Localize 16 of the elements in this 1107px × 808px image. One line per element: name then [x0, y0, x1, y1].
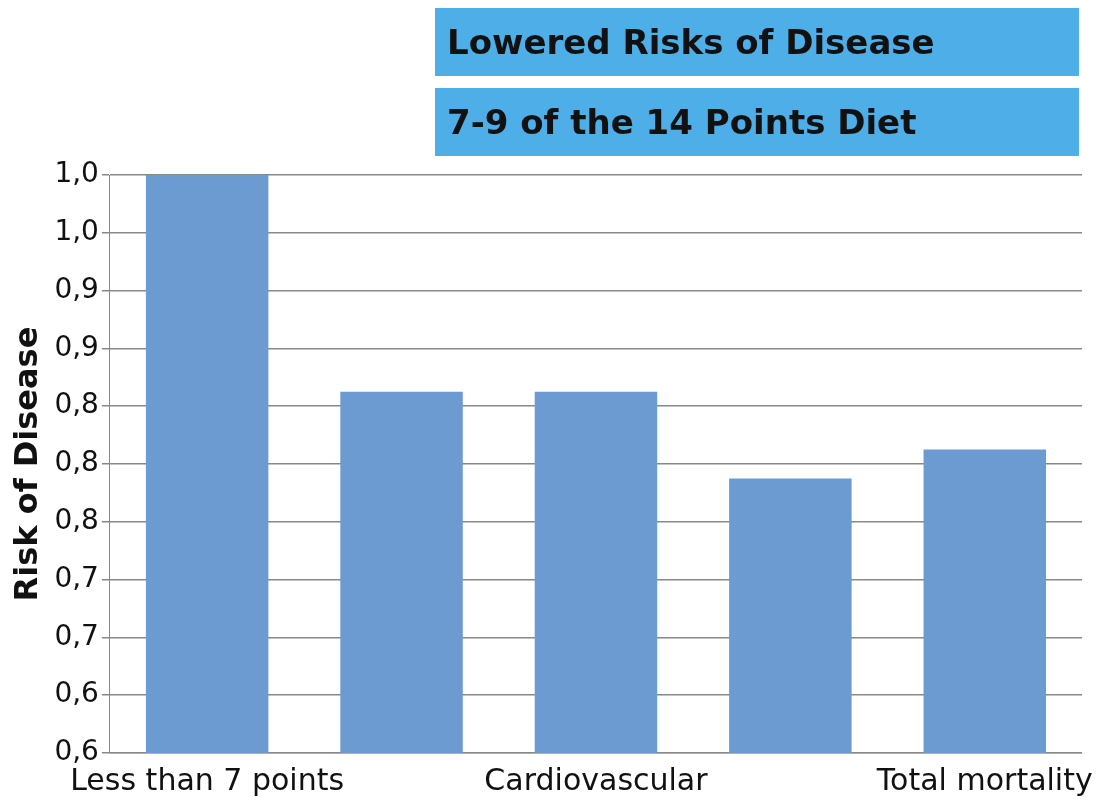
y-axis-title: Risk of Disease [6, 326, 45, 602]
y-tick-label: 0,6 [54, 676, 99, 710]
y-tick-label: 1,0 [54, 156, 99, 190]
y-tick-label: 0,9 [54, 271, 99, 305]
x-tick-label: Cardiovascular [484, 761, 709, 797]
y-tick-label: 0,8 [54, 503, 99, 537]
y-tick-label: 1,0 [54, 214, 99, 248]
chart-title: Lowered Risks of Disease [435, 8, 1079, 76]
text: 7-9 of the 14 Points Diet [435, 88, 1079, 156]
x-tick-label: Total mortality [875, 761, 1093, 797]
y-tick-label: 0,8 [54, 387, 99, 421]
y-tick-label: 0,7 [54, 560, 99, 594]
y-tick-label: 0,8 [54, 445, 99, 479]
y-tick-label: 0,6 [54, 734, 99, 768]
y-tick-label: 0,7 [54, 618, 99, 652]
y-tick-label: 0,9 [54, 329, 99, 363]
